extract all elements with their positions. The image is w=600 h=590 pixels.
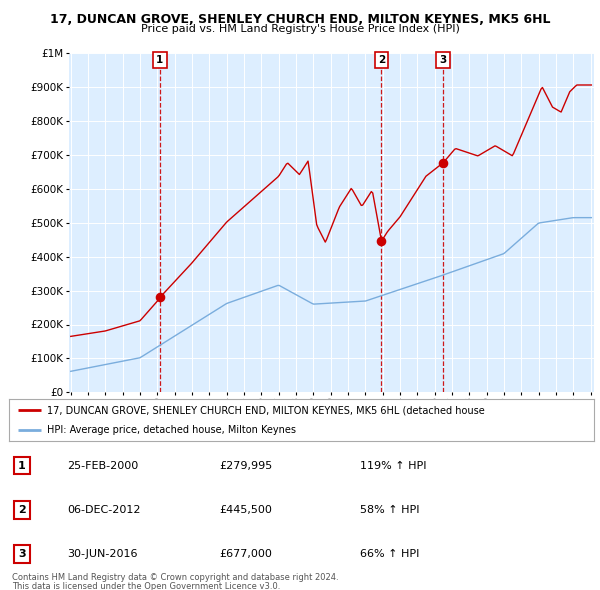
Text: This data is licensed under the Open Government Licence v3.0.: This data is licensed under the Open Gov… <box>12 582 280 590</box>
Text: 30-JUN-2016: 30-JUN-2016 <box>67 549 138 559</box>
Text: 1: 1 <box>156 55 164 65</box>
Text: £279,995: £279,995 <box>220 461 273 470</box>
Text: 17, DUNCAN GROVE, SHENLEY CHURCH END, MILTON KEYNES, MK5 6HL (detached house: 17, DUNCAN GROVE, SHENLEY CHURCH END, MI… <box>47 405 485 415</box>
Text: 58% ↑ HPI: 58% ↑ HPI <box>360 505 419 514</box>
Text: 119% ↑ HPI: 119% ↑ HPI <box>360 461 427 470</box>
Text: 1: 1 <box>18 461 26 470</box>
Text: Contains HM Land Registry data © Crown copyright and database right 2024.: Contains HM Land Registry data © Crown c… <box>12 573 338 582</box>
Text: 2: 2 <box>18 505 26 514</box>
Text: 2: 2 <box>378 55 385 65</box>
Text: 3: 3 <box>440 55 447 65</box>
Text: 17, DUNCAN GROVE, SHENLEY CHURCH END, MILTON KEYNES, MK5 6HL: 17, DUNCAN GROVE, SHENLEY CHURCH END, MI… <box>50 13 550 26</box>
Text: 06-DEC-2012: 06-DEC-2012 <box>67 505 141 514</box>
Point <box>439 158 448 168</box>
Text: HPI: Average price, detached house, Milton Keynes: HPI: Average price, detached house, Milt… <box>47 425 296 435</box>
Text: 66% ↑ HPI: 66% ↑ HPI <box>360 549 419 559</box>
Text: £677,000: £677,000 <box>220 549 272 559</box>
Text: 3: 3 <box>18 549 26 559</box>
Text: 25-FEB-2000: 25-FEB-2000 <box>67 461 139 470</box>
Point <box>155 293 164 302</box>
Point <box>377 237 386 246</box>
Text: £445,500: £445,500 <box>220 505 272 514</box>
Text: Price paid vs. HM Land Registry's House Price Index (HPI): Price paid vs. HM Land Registry's House … <box>140 24 460 34</box>
